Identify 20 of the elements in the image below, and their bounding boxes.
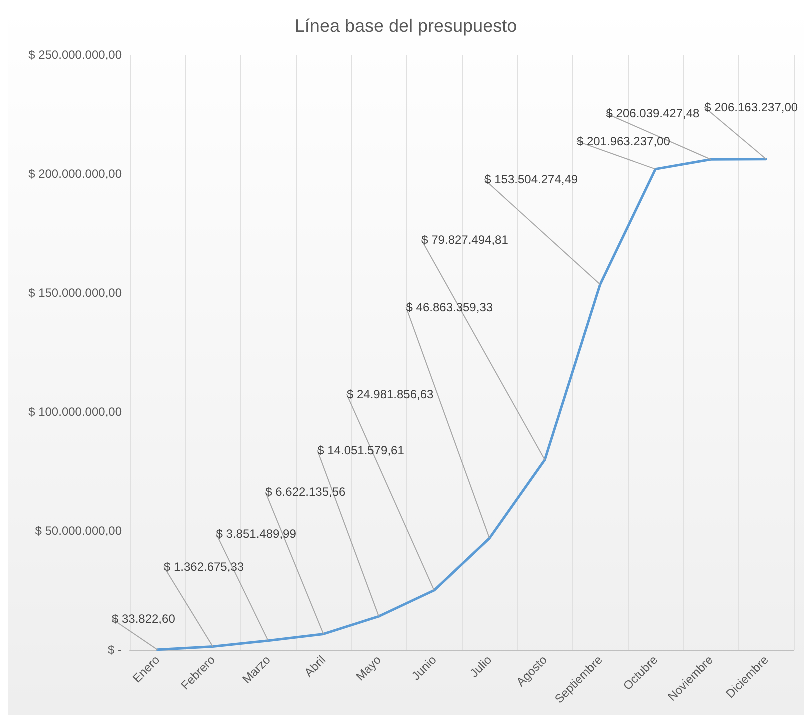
data-label: $ 46.863.359,33: [406, 300, 494, 314]
y-tick-label: $ 50.000.000,00: [35, 524, 122, 538]
data-label: $ 6.622.135,56: [266, 485, 346, 500]
data-label: $ 206.163.237,00: [704, 100, 798, 114]
data-label: $ 33.822,60: [112, 612, 176, 626]
data-label: $ 153.504.274,49: [484, 172, 578, 187]
data-label: $ 1.362.675,33: [164, 560, 244, 574]
chart-title: Línea base del presupuesto: [294, 16, 518, 36]
x-tick-label: Julio: [467, 652, 495, 680]
data-label: $ 206.039.427,48: [606, 106, 700, 121]
data-label: $ 79.827.494,81: [422, 233, 509, 248]
data-label: $ 3.851.489,99: [216, 526, 297, 541]
data-label: $ 14.051.579,61: [318, 444, 405, 458]
y-tick-label: $ 150.000.000,00: [28, 286, 122, 300]
data-label: $ 201.963.237,00: [576, 134, 671, 148]
y-tick-label: $ 100.000.000,00: [28, 405, 122, 419]
data-label: $ 24.981.856,63: [346, 388, 434, 402]
y-tick-label: $ 250.000.000,00: [28, 48, 122, 62]
y-tick-label: $ 200.000.000,00: [28, 167, 122, 181]
y-tick-label: $ -: [108, 643, 122, 657]
